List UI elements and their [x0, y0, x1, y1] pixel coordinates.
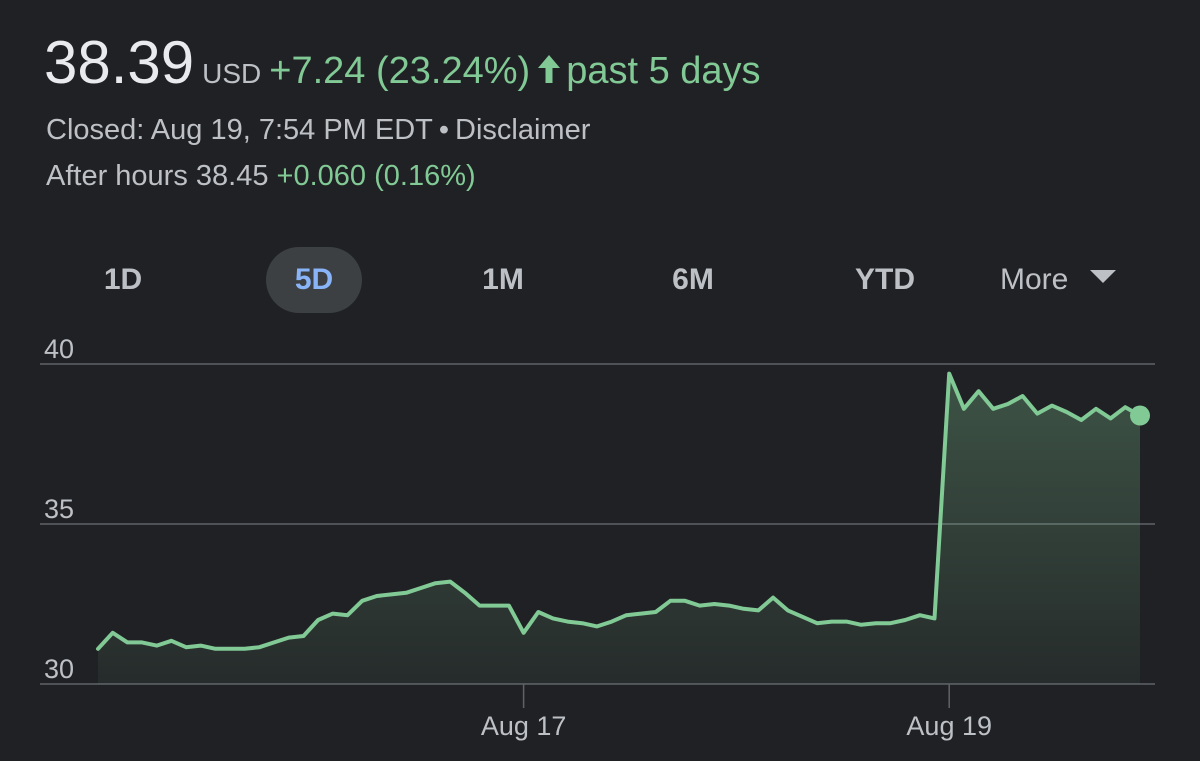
tab-ytd[interactable]: YTD	[855, 263, 915, 296]
price-line	[96, 371, 1142, 651]
more-dropdown[interactable]: More	[1000, 247, 1117, 313]
after-hours-status: After hours 38.45 +0.060 (0.16%)	[46, 160, 476, 193]
y-tick-label: 40	[44, 334, 74, 364]
current-price: 38.39	[44, 29, 195, 96]
last-price-marker	[1130, 405, 1150, 426]
tab-6m[interactable]: 6M	[672, 263, 714, 296]
more-label: More	[1000, 263, 1069, 296]
change-period: past 5 days	[566, 50, 761, 92]
tab-1d[interactable]: 1D	[103, 263, 143, 296]
closed-status: Closed: Aug 19, 7:54 PM EDT • Disclaimer	[46, 114, 590, 147]
price-change: +7.24 (23.24%)	[269, 50, 531, 92]
y-tick-label: 30	[44, 654, 74, 684]
y-tick-label: 35	[44, 494, 74, 524]
separator: •	[438, 114, 450, 146]
closed-time: Closed: Aug 19, 7:54 PM EDT	[46, 114, 433, 146]
tab-5d[interactable]: 5D	[266, 247, 362, 313]
disclaimer-link[interactable]: Disclaimer	[455, 114, 591, 146]
arrow-up-icon	[538, 55, 561, 83]
tab-1m[interactable]: 1M	[482, 263, 524, 296]
price-area-fill	[98, 373, 1140, 684]
x-tick-label: Aug 17	[481, 711, 567, 741]
after-hours-price: After hours 38.45	[46, 160, 269, 192]
currency-label: USD	[202, 58, 262, 89]
quote-header: 38.39 USD +7.24 (23.24%) past 5 days	[44, 28, 761, 97]
after-hours-change: +0.060 (0.16%)	[276, 160, 476, 192]
caret-down-icon	[1090, 270, 1117, 283]
range-tabs: 1D 5D 1M 6M YTD More	[0, 247, 1200, 313]
x-tick-label: Aug 19	[906, 711, 992, 741]
